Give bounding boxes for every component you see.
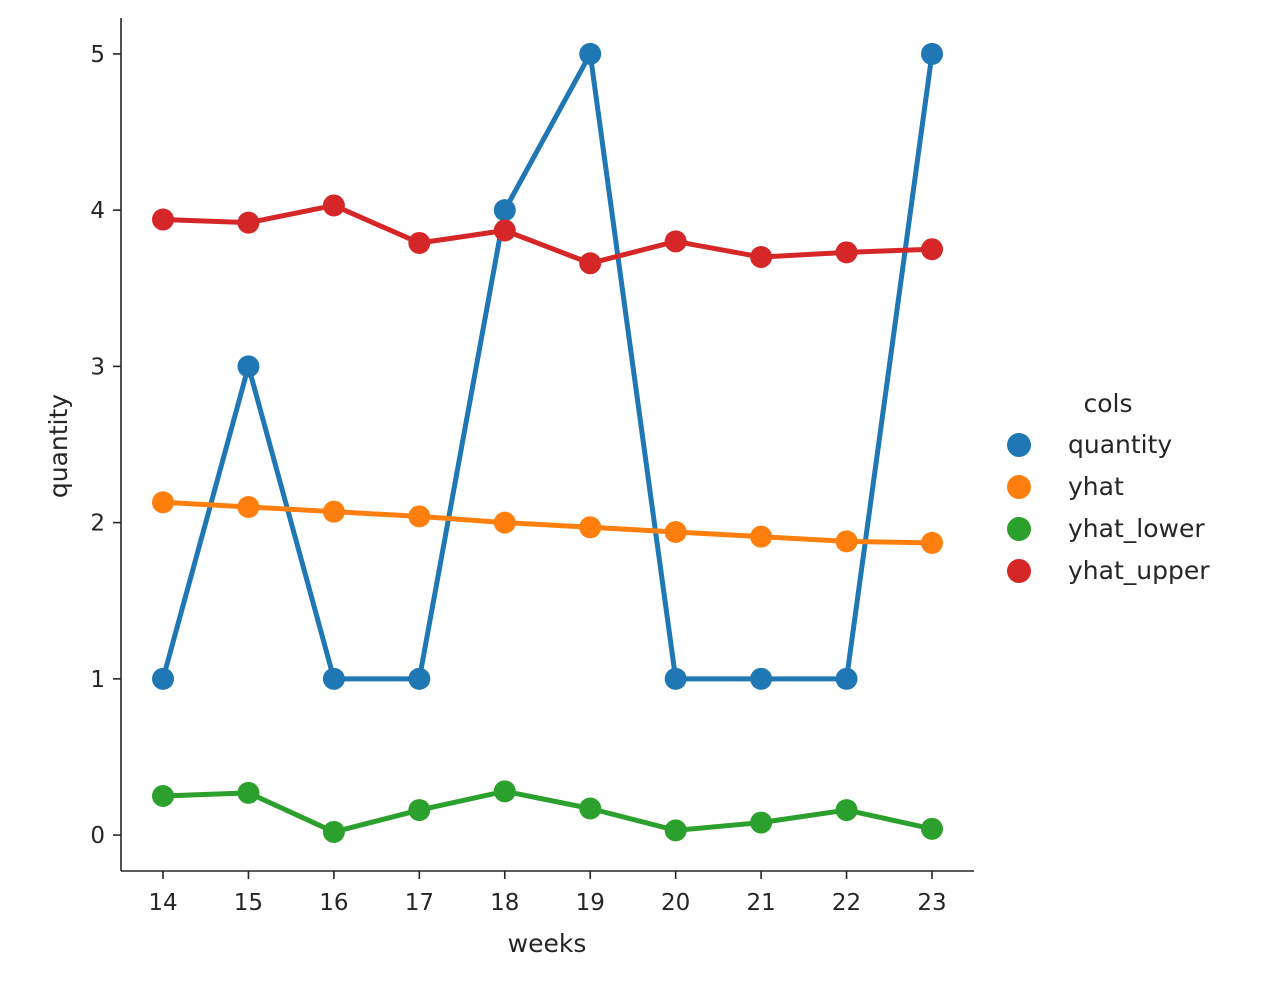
series-line xyxy=(160,51,935,682)
data-point xyxy=(835,667,858,690)
y-tick-label: 2 xyxy=(90,511,105,537)
data-point xyxy=(237,781,260,804)
legend-items: quantity yhat yhat_lower yhat_upper xyxy=(1007,430,1210,585)
legend-item: quantity xyxy=(1007,430,1172,459)
data-point xyxy=(493,511,516,534)
legend-marker xyxy=(1007,475,1031,499)
data-point xyxy=(237,211,260,234)
y-tick-label: 0 xyxy=(90,823,105,849)
data-point xyxy=(664,819,687,842)
data-point xyxy=(237,495,260,518)
data-point xyxy=(152,208,174,231)
data-point xyxy=(664,520,687,543)
series-line xyxy=(160,202,935,266)
data-point xyxy=(152,785,174,808)
data-point xyxy=(493,780,516,803)
series-yhat-upper xyxy=(152,194,943,275)
data-point xyxy=(664,230,687,253)
data-point xyxy=(237,355,260,378)
x-tick-label: 20 xyxy=(661,890,690,916)
data-point xyxy=(835,241,858,264)
data-point xyxy=(750,811,773,834)
data-point xyxy=(322,194,345,217)
series-line xyxy=(160,788,935,835)
y-axis-label: quantity xyxy=(44,394,73,498)
x-axis-label: weeks xyxy=(508,929,587,958)
series-layer xyxy=(152,42,943,843)
data-point xyxy=(921,531,943,554)
data-point xyxy=(408,799,431,822)
data-point xyxy=(835,799,858,822)
y-tick-label: 4 xyxy=(90,198,105,224)
x-tick-label: 17 xyxy=(405,890,434,916)
data-point xyxy=(579,42,602,65)
x-ticks: 14 15 16 17 18 19 20 21 22 23 xyxy=(148,871,947,916)
legend-marker xyxy=(1007,559,1031,583)
series-quantity xyxy=(152,42,943,690)
x-tick-label: 19 xyxy=(576,890,605,916)
data-point xyxy=(322,667,345,690)
legend-item: yhat_lower xyxy=(1007,514,1205,543)
x-tick-label: 14 xyxy=(148,890,177,916)
x-tick-label: 22 xyxy=(832,890,861,916)
legend-title: cols xyxy=(1083,389,1132,418)
x-tick-label: 23 xyxy=(917,890,946,916)
data-point xyxy=(750,667,773,690)
legend-label: yhat xyxy=(1068,472,1124,501)
legend: cols quantity yhat yhat_lower yhat_upper xyxy=(1007,389,1210,585)
legend-label: quantity xyxy=(1068,430,1172,459)
series-yhat xyxy=(152,491,943,554)
data-point xyxy=(579,252,602,275)
series-line xyxy=(160,499,935,546)
x-tick-label: 15 xyxy=(234,890,263,916)
x-tick-label: 18 xyxy=(490,890,519,916)
y-tick-label: 1 xyxy=(90,667,105,693)
y-tick-label: 5 xyxy=(90,42,105,68)
legend-item: yhat xyxy=(1007,472,1124,501)
data-point xyxy=(408,231,431,254)
data-point xyxy=(750,246,773,269)
legend-label: yhat_upper xyxy=(1068,556,1210,585)
legend-marker xyxy=(1007,433,1031,457)
data-point xyxy=(750,525,773,548)
data-point xyxy=(322,500,345,523)
data-point xyxy=(322,820,345,843)
data-point xyxy=(664,667,687,690)
data-point xyxy=(921,817,943,840)
data-point xyxy=(493,219,516,242)
y-ticks: 0 1 2 3 4 5 xyxy=(90,42,121,849)
legend-marker xyxy=(1007,517,1031,541)
legend-label: yhat_lower xyxy=(1068,514,1205,543)
data-point xyxy=(493,199,516,222)
data-point xyxy=(408,505,431,528)
legend-item: yhat_upper xyxy=(1007,556,1210,585)
data-point xyxy=(152,667,174,690)
series-yhat-lower xyxy=(152,780,943,843)
data-point xyxy=(579,516,602,539)
data-point xyxy=(152,491,174,514)
data-point xyxy=(835,530,858,553)
data-point xyxy=(408,667,431,690)
data-point xyxy=(921,42,943,65)
data-point xyxy=(579,797,602,820)
x-tick-label: 16 xyxy=(319,890,348,916)
axes xyxy=(120,18,974,872)
data-point xyxy=(921,238,943,261)
x-tick-label: 21 xyxy=(746,890,775,916)
y-tick-label: 3 xyxy=(90,354,105,380)
